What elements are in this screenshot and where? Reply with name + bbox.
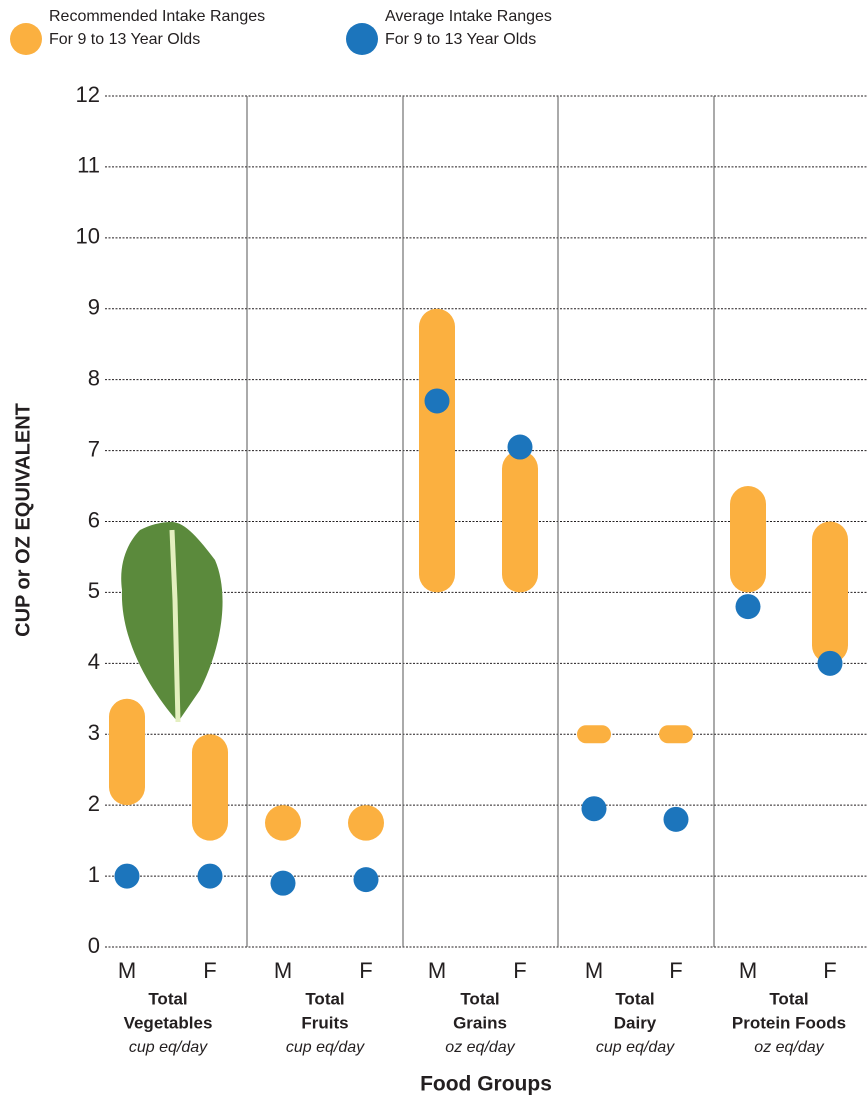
group-unit: cup eq/day bbox=[286, 1039, 365, 1056]
group-label: Total bbox=[148, 989, 187, 1008]
recommended-range bbox=[812, 521, 848, 664]
recommended-range bbox=[348, 805, 384, 841]
average-dot bbox=[663, 806, 689, 832]
group-label: Vegetables bbox=[124, 1013, 213, 1032]
group-label: Total bbox=[460, 989, 499, 1008]
y-tick-label: 4 bbox=[88, 649, 100, 674]
group-label: Dairy bbox=[614, 1013, 657, 1032]
x-tick-label: F bbox=[359, 958, 372, 983]
average-dot bbox=[114, 863, 140, 889]
x-tick-label: M bbox=[118, 958, 136, 983]
group-unit: cup eq/day bbox=[129, 1039, 208, 1056]
group-label: Total bbox=[615, 989, 654, 1008]
y-tick-label: 1 bbox=[88, 862, 100, 887]
y-tick-label: 10 bbox=[76, 224, 100, 249]
group-label: Grains bbox=[453, 1013, 507, 1032]
x-tick-label: M bbox=[428, 958, 446, 983]
average-dot bbox=[817, 650, 843, 676]
x-tick-label: F bbox=[203, 958, 216, 983]
y-tick-label: 6 bbox=[88, 507, 100, 532]
average-dot bbox=[735, 594, 761, 620]
x-tick-label: M bbox=[739, 958, 757, 983]
x-tick-label: M bbox=[585, 958, 603, 983]
average-dot bbox=[581, 796, 607, 822]
y-tick-label: 5 bbox=[88, 578, 100, 603]
x-axis-label: Food Groups bbox=[420, 1073, 552, 1096]
group-label: Total bbox=[305, 989, 344, 1008]
legend-label: For 9 to 13 Year Olds bbox=[49, 31, 200, 48]
recommended-range bbox=[109, 698, 145, 806]
group-unit: oz eq/day bbox=[754, 1039, 824, 1056]
recommended-range bbox=[659, 725, 693, 744]
recommended-range bbox=[419, 308, 455, 593]
legend-swatch bbox=[10, 23, 42, 55]
y-tick-label: 9 bbox=[88, 295, 100, 320]
group-label: Total bbox=[769, 989, 808, 1008]
recommended-range bbox=[265, 805, 301, 841]
average-dot bbox=[270, 870, 296, 896]
x-tick-label: F bbox=[669, 958, 682, 983]
legend-label: For 9 to 13 Year Olds bbox=[385, 31, 536, 48]
y-tick-label: 11 bbox=[77, 153, 100, 178]
recommended-range bbox=[577, 725, 611, 744]
group-label: Fruits bbox=[301, 1013, 348, 1032]
y-tick-label: 7 bbox=[88, 436, 100, 461]
y-tick-label: 0 bbox=[88, 933, 100, 958]
recommended-range bbox=[730, 486, 766, 593]
average-dot bbox=[507, 434, 533, 460]
y-tick-label: 12 bbox=[76, 82, 100, 107]
legend-label: Recommended Intake Ranges bbox=[49, 8, 265, 25]
y-axis-label: CUP or OZ EQUIVALENT bbox=[12, 403, 34, 637]
group-label: Protein Foods bbox=[732, 1013, 846, 1032]
average-dot bbox=[197, 863, 223, 889]
x-tick-label: F bbox=[513, 958, 526, 983]
group-unit: cup eq/day bbox=[596, 1039, 675, 1056]
recommended-range bbox=[192, 734, 228, 841]
y-tick-label: 8 bbox=[88, 365, 100, 390]
recommended-range bbox=[502, 450, 538, 593]
group-unit: oz eq/day bbox=[445, 1039, 515, 1056]
average-dot bbox=[424, 388, 450, 414]
kale-leaf bbox=[121, 522, 223, 723]
legend-label: Average Intake Ranges bbox=[385, 8, 552, 25]
average-dot bbox=[353, 867, 379, 893]
x-tick-label: M bbox=[274, 958, 292, 983]
x-tick-label: F bbox=[823, 958, 836, 983]
y-tick-label: 2 bbox=[88, 791, 100, 816]
y-tick-label: 3 bbox=[88, 720, 100, 745]
legend-swatch bbox=[346, 23, 378, 55]
